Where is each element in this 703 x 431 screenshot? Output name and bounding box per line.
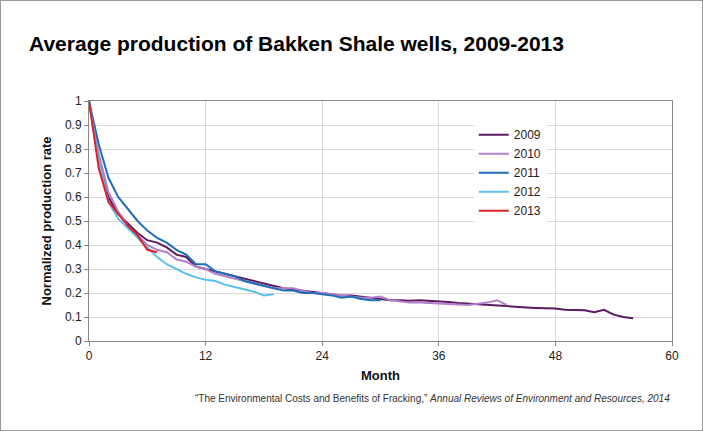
svg-text:0.8: 0.8 (65, 142, 82, 156)
svg-text:Normalized production rate: Normalized production rate (39, 136, 54, 305)
svg-text:0.2: 0.2 (65, 286, 82, 300)
svg-text:2012: 2012 (514, 185, 541, 199)
svg-text:Month: Month (361, 368, 400, 383)
svg-text:2013: 2013 (514, 204, 541, 218)
svg-text:60: 60 (665, 349, 679, 363)
svg-text:“The Environmental Costs and B: “The Environmental Costs and Benefits of… (195, 393, 670, 404)
svg-text:0: 0 (75, 334, 82, 348)
svg-text:0: 0 (86, 349, 93, 363)
svg-text:2009: 2009 (514, 128, 541, 142)
svg-text:0.1: 0.1 (65, 310, 82, 324)
svg-text:0.4: 0.4 (65, 238, 82, 252)
svg-text:0.6: 0.6 (65, 190, 82, 204)
svg-text:0.5: 0.5 (65, 214, 82, 228)
svg-text:0.9: 0.9 (65, 118, 82, 132)
svg-text:2011: 2011 (514, 166, 540, 180)
svg-text:48: 48 (549, 349, 563, 363)
svg-text:1: 1 (75, 94, 82, 108)
svg-text:2010: 2010 (514, 147, 541, 161)
svg-text:12: 12 (199, 349, 213, 363)
svg-text:36: 36 (432, 349, 446, 363)
svg-text:24: 24 (316, 349, 330, 363)
svg-text:Average production of Bakken S: Average production of Bakken Shale wells… (29, 32, 564, 55)
svg-text:0.7: 0.7 (65, 166, 82, 180)
svg-text:0.3: 0.3 (65, 262, 82, 276)
